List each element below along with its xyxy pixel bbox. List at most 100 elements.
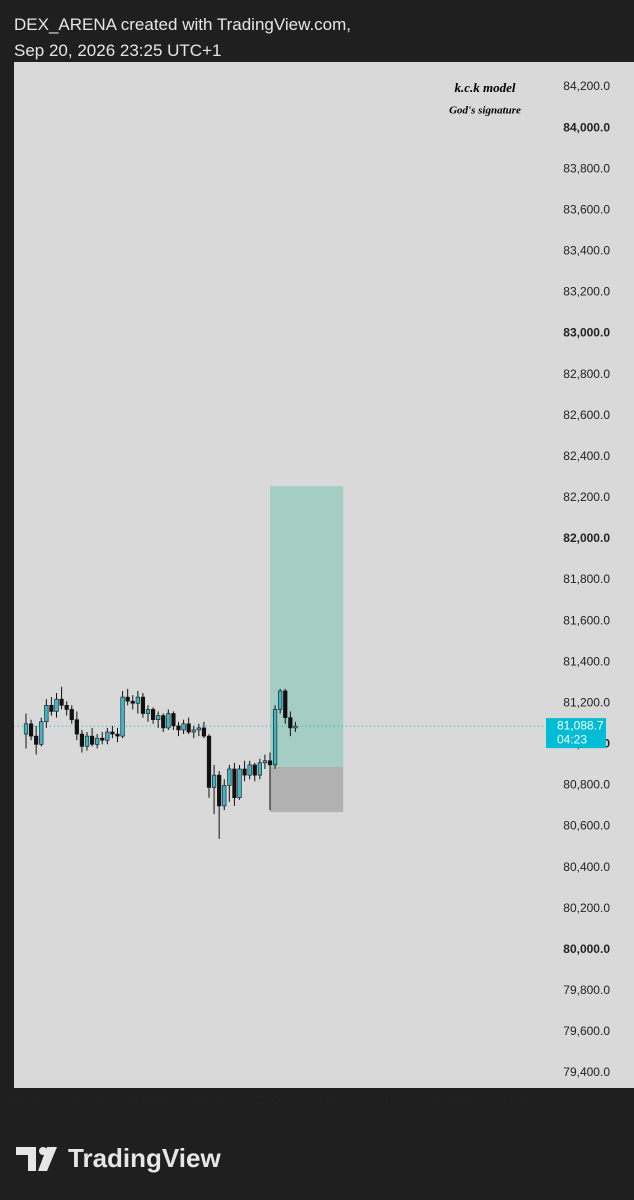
y-tick-label: 81,600.0 [563,613,610,627]
candle-body [196,727,201,731]
candle-body [272,709,278,766]
candle-body [125,696,130,702]
y-tick-label: 82,000.0 [563,531,610,545]
candle-body [293,725,298,729]
candle-body [69,709,74,720]
candle-body [201,727,207,737]
candle-body [181,723,186,731]
candle-body [262,760,268,764]
candle-body [115,733,120,737]
candle-body [288,717,293,729]
y-tick-label: 81,400.0 [563,654,610,668]
y-tick-label: 80,200.0 [563,901,610,915]
candle-body [135,696,140,704]
candle-body [211,774,217,788]
header-line: DEX_ARENA created with TradingView.com, [14,15,351,34]
x-tick-label: 03:00 [499,1093,529,1107]
candle-body [74,719,79,735]
y-tick-label: 79,800.0 [563,983,610,997]
y-tick-label: 82,200.0 [563,490,610,504]
candle-body [252,764,257,776]
x-tick-label: 21:00 [133,1093,163,1107]
candle-body [84,735,90,747]
y-tick-label: 83,400.0 [563,244,610,258]
candle-body [59,698,64,706]
candle-body [171,713,176,727]
y-tick-label: 81,200.0 [563,695,610,709]
candle-body [44,705,49,723]
candle-body [89,735,95,745]
annotation: God's signature [449,105,521,117]
x-tick-label: 20:00 [72,1093,102,1107]
last-price-box [546,718,606,749]
candle-body [166,713,171,729]
y-tick-label: 83,600.0 [563,202,610,216]
countdown-label: 04:23 [557,732,587,746]
candle-body [217,774,222,807]
x-tick-label: 21 [324,1093,338,1107]
candle-body [242,768,247,776]
candle-body [283,690,288,718]
y-tick-label: 83,200.0 [563,285,610,299]
y-tick-label: 79,400.0 [563,1065,610,1079]
x-tick-label: 23:00 [255,1093,285,1107]
y-tick-label: 83,800.0 [563,161,610,175]
candle-body [150,709,156,720]
x-tick-label: 19:00 [11,1093,41,1107]
candle-body [49,705,54,712]
y-tick-label: 80,400.0 [563,860,610,874]
candle-body [161,715,166,729]
candle-body [64,705,69,710]
candle-body [105,731,110,741]
candle-body [257,762,262,776]
candle-body [54,698,59,712]
candle-body [237,768,242,799]
candle-body [186,723,191,733]
axes: 79,400.0 79,600.0 79,800.0 80,000.0 80,200.0… [546,79,610,1079]
candle-body [140,696,146,714]
last-price-label: 81,088.7 [557,718,604,732]
y-tick-label: 81,800.0 [563,572,610,586]
y-tick-label: 79,600.0 [563,1024,610,1038]
logo [16,1147,57,1171]
y-tick-label: 80,000.0 [563,942,610,956]
x-tick-label: 01:00 [377,1093,407,1107]
brand: TradingView [68,1143,221,1173]
y-tick-label: 82,800.0 [563,367,610,381]
y-tick-label: 80,800.0 [563,778,610,792]
candle-body [206,735,212,788]
candle-body [130,700,135,704]
candle-body [267,760,273,766]
candle-body [222,785,227,807]
candle-body [191,729,196,733]
candle-body [120,696,125,737]
candle-body [110,731,115,735]
y-tick-label: 82,600.0 [563,408,610,422]
candle-body [79,733,85,747]
y-tick-label: 80,600.0 [563,819,610,833]
candle-body [176,725,181,731]
candle-body [156,715,161,720]
x-tick-label: 02:00 [438,1093,468,1107]
stop-zone [270,766,344,813]
candle-body [95,737,100,745]
candle-body [39,721,44,745]
candle-body [247,764,252,776]
candle-body [232,768,237,799]
target-zone [270,486,344,767]
candle-body [145,709,151,714]
candle-body [23,723,29,735]
candle-body [34,735,39,745]
y-tick-label: 84,200.0 [563,79,610,93]
y-tick-label: 83,000.0 [563,326,610,340]
y-tick-label: 82,400.0 [563,449,610,463]
candle-body [227,768,232,786]
header-line: Sep 20, 2026 23:25 UTC+1 [14,41,221,60]
plot-area [14,486,544,839]
candle-body [278,690,283,710]
x-tick-label: 22:00 [194,1093,224,1107]
annotation: k.c.k model [454,80,515,95]
y-tick-label: 84,000.0 [563,120,610,134]
candle-body [28,723,34,737]
